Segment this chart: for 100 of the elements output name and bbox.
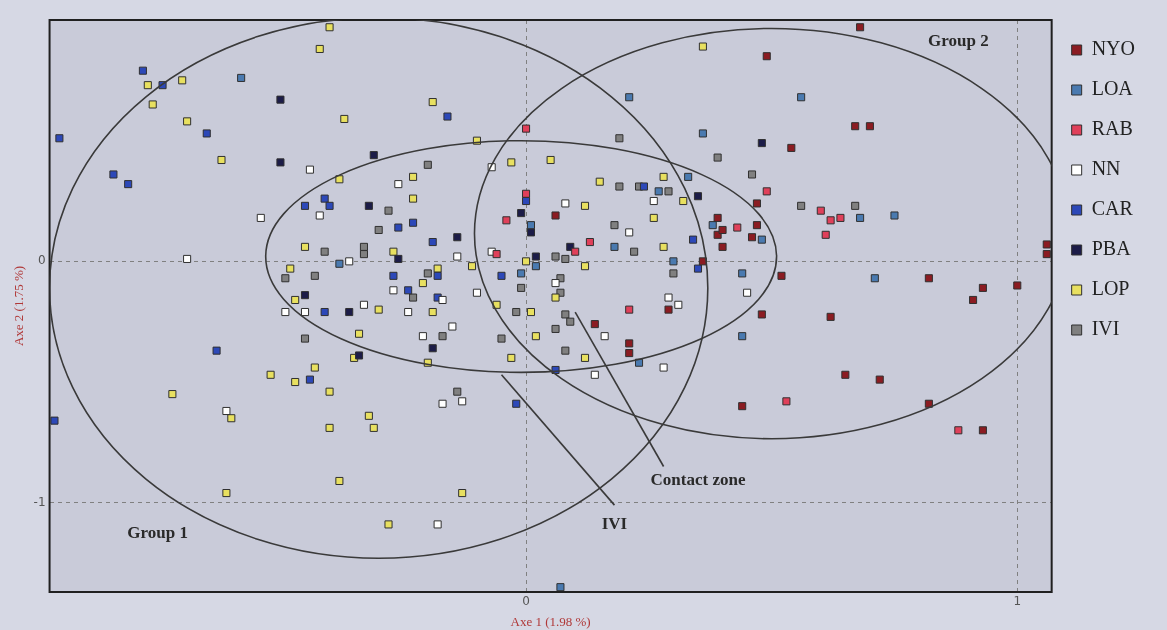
point — [969, 295, 978, 304]
point — [276, 95, 285, 104]
point — [423, 269, 432, 278]
point — [50, 416, 59, 425]
point — [954, 426, 963, 435]
point — [438, 399, 447, 408]
point — [826, 312, 835, 321]
point — [551, 324, 560, 333]
point — [355, 351, 364, 360]
point — [551, 293, 560, 302]
point — [797, 201, 806, 210]
legend-label: IVI — [1091, 317, 1120, 340]
point — [526, 228, 535, 237]
point — [359, 300, 368, 309]
point — [374, 305, 383, 314]
point — [836, 213, 845, 222]
point — [747, 233, 757, 242]
point — [851, 122, 860, 131]
point — [409, 172, 418, 181]
legend-label: RAB — [1091, 117, 1133, 140]
point — [610, 221, 619, 230]
point — [183, 254, 192, 263]
point — [733, 223, 742, 232]
point — [738, 269, 747, 278]
point — [713, 213, 722, 222]
point — [566, 317, 575, 326]
point — [438, 332, 447, 341]
point — [590, 370, 599, 379]
point — [404, 308, 413, 317]
point — [320, 308, 329, 317]
point — [438, 295, 447, 304]
point — [389, 247, 398, 256]
point — [551, 252, 560, 261]
point — [453, 387, 462, 396]
point — [674, 300, 683, 309]
point — [531, 252, 540, 261]
y-tick-label: -1 — [33, 494, 46, 509]
point — [320, 247, 329, 256]
point — [841, 370, 850, 379]
point — [418, 332, 427, 341]
point — [281, 274, 290, 283]
point — [320, 194, 329, 203]
annotation: Group 2 — [928, 31, 989, 51]
point — [448, 322, 457, 331]
legend-label: LOA — [1091, 77, 1134, 100]
point — [551, 279, 560, 288]
point — [1013, 281, 1022, 290]
point — [300, 334, 310, 343]
point — [325, 201, 334, 210]
point — [654, 187, 663, 196]
point — [757, 139, 766, 148]
point — [698, 42, 707, 51]
point — [561, 199, 570, 208]
point — [522, 189, 531, 198]
point — [222, 489, 231, 498]
point — [497, 334, 506, 343]
point — [409, 194, 418, 203]
point — [183, 117, 192, 126]
point — [217, 155, 226, 165]
point — [517, 209, 526, 218]
point — [757, 310, 766, 319]
point — [924, 274, 933, 283]
point — [625, 339, 634, 348]
point — [355, 329, 364, 338]
point — [374, 225, 383, 235]
point — [826, 216, 835, 225]
point — [212, 346, 221, 355]
point — [693, 192, 703, 201]
point — [512, 308, 521, 317]
point — [669, 257, 678, 266]
point — [472, 288, 481, 297]
point — [423, 160, 432, 169]
point — [615, 134, 624, 143]
point — [335, 476, 344, 486]
point — [738, 402, 747, 411]
point — [708, 221, 717, 230]
point — [664, 293, 673, 302]
point — [291, 377, 300, 387]
point — [856, 23, 865, 32]
point — [433, 264, 442, 273]
point — [492, 250, 501, 259]
point — [865, 122, 874, 131]
point — [762, 187, 771, 196]
point — [684, 172, 693, 181]
point — [369, 151, 378, 160]
point — [713, 153, 722, 162]
point — [762, 52, 771, 61]
point — [300, 308, 310, 317]
point — [664, 187, 673, 196]
point — [389, 286, 398, 295]
point — [517, 283, 526, 292]
point — [384, 520, 393, 529]
point — [148, 100, 157, 109]
point — [669, 269, 678, 278]
point — [453, 233, 462, 242]
point — [630, 247, 639, 256]
point — [546, 155, 555, 165]
point — [369, 423, 378, 432]
legend-label: PBA — [1091, 237, 1132, 260]
point — [409, 218, 418, 227]
